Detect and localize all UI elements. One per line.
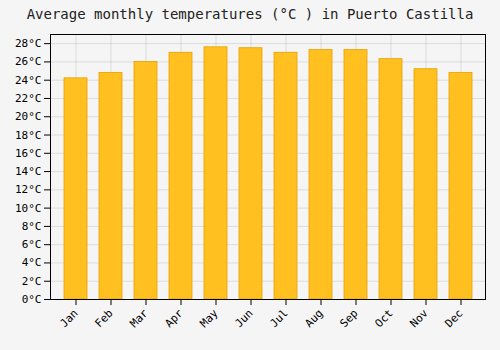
svg-text:4°C: 4°C <box>22 256 42 269</box>
svg-text:Apr: Apr <box>162 306 186 330</box>
svg-text:10°C: 10°C <box>15 202 42 215</box>
svg-text:2°C: 2°C <box>22 275 42 288</box>
svg-text:14°C: 14°C <box>15 165 42 178</box>
html-text:Average monthly temperatures (: Average monthly temperatures (°C ) in Pu… <box>26 6 474 22</box>
svg-text:6°C: 6°C <box>22 238 42 251</box>
svg-text:Jun: Jun <box>232 307 255 330</box>
svg-text:May: May <box>197 306 221 330</box>
svg-text:Mar: Mar <box>127 306 151 330</box>
svg-text:Aug: Aug <box>302 307 325 330</box>
svg-text:Dec: Dec <box>442 307 465 330</box>
svg-text:20°C: 20°C <box>15 110 42 123</box>
svg-text:Oct: Oct <box>372 307 395 330</box>
svg-text:0°C: 0°C <box>22 293 42 306</box>
svg-text:24°C: 24°C <box>15 74 42 87</box>
svg-text:12°C: 12°C <box>15 183 42 196</box>
svg-text:Jul: Jul <box>267 307 290 330</box>
svg-text:Jan: Jan <box>57 307 80 330</box>
svg-text:8°C: 8°C <box>22 220 42 233</box>
svg-text:Sep: Sep <box>337 307 360 330</box>
svg-text:16°C: 16°C <box>15 147 42 160</box>
svg-text:Feb: Feb <box>92 307 115 330</box>
svg-text:28°C: 28°C <box>15 37 42 50</box>
svg-text:18°C: 18°C <box>15 129 42 142</box>
svg-text:26°C: 26°C <box>15 55 42 68</box>
svg-text:Nov: Nov <box>407 306 431 330</box>
svg-text:22°C: 22°C <box>15 92 42 105</box>
